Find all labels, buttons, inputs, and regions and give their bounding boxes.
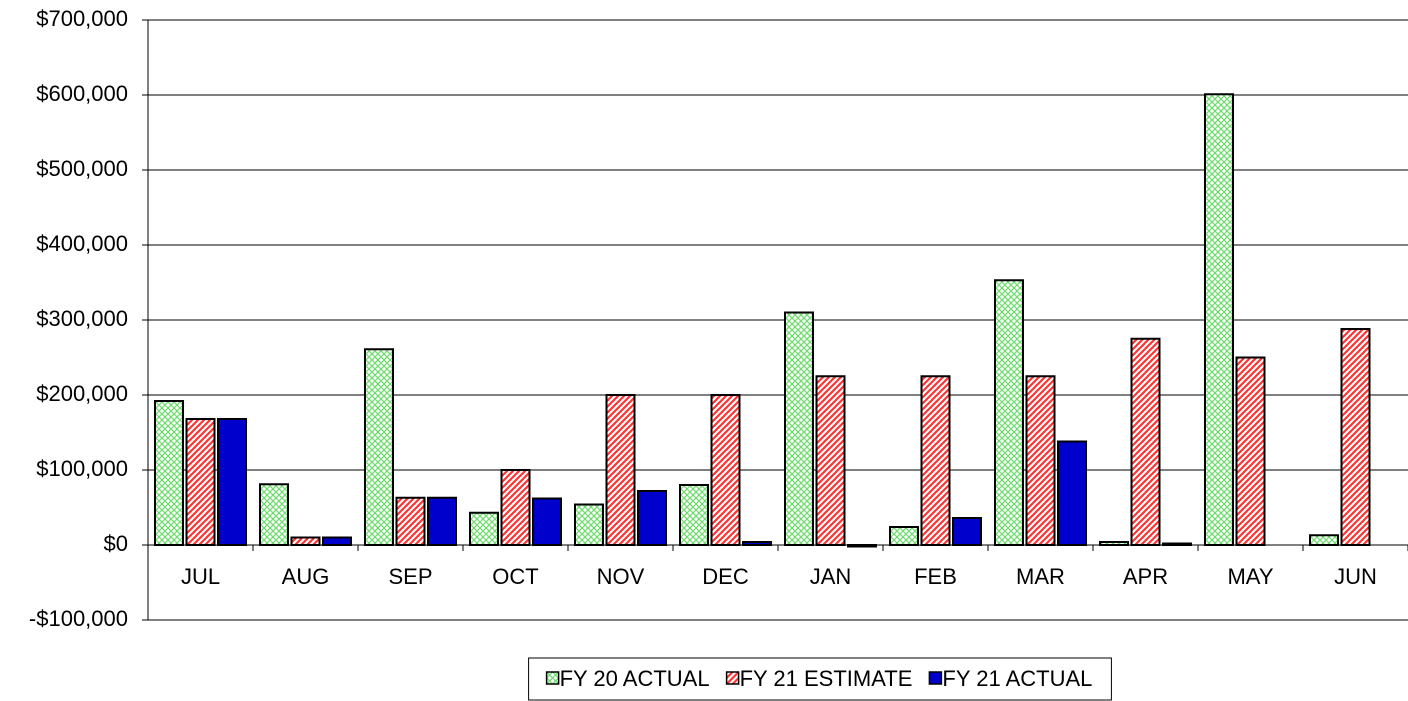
bar: [815, 375, 846, 546]
y-tick-label: $700,000: [36, 6, 128, 31]
legend: FY 20 ACTUAL FY 21 ESTIMATE FY 21 ACTUAL: [528, 657, 1112, 701]
bar: [1204, 93, 1234, 546]
legend-label: FY 20 ACTUAL: [560, 666, 710, 691]
bar: [1235, 356, 1266, 546]
y-tick-label: $500,000: [36, 156, 128, 181]
y-tick-label: $0: [104, 531, 128, 556]
x-tick-label: DEC: [702, 564, 749, 589]
bar: [574, 503, 604, 546]
bar: [605, 394, 636, 546]
y-tick-label: -$100,000: [29, 606, 128, 631]
bar: [290, 536, 321, 546]
bar: [1099, 541, 1129, 546]
bar: [847, 544, 877, 548]
x-tick-label: JUL: [181, 564, 220, 589]
legend-swatch: [545, 671, 560, 685]
bar: [1162, 542, 1192, 546]
bar: [259, 483, 289, 546]
x-tick-label: APR: [1123, 564, 1168, 589]
bar: [322, 536, 352, 546]
bar: [1130, 337, 1161, 546]
bar: [637, 490, 667, 546]
y-tick-label: $400,000: [36, 231, 128, 256]
x-tick-label: FEB: [914, 564, 957, 589]
bar: [185, 418, 216, 546]
bar: [217, 418, 247, 546]
legend-box: [528, 657, 1112, 701]
bar: [154, 400, 184, 546]
bar: [427, 496, 457, 546]
bar: [469, 511, 499, 546]
y-tick-label: $200,000: [36, 381, 128, 406]
bar: [1025, 375, 1056, 546]
y-tick-label: $300,000: [36, 306, 128, 331]
x-tick-label: JUN: [1334, 564, 1377, 589]
bar: [679, 484, 709, 546]
x-tick-label: JAN: [810, 564, 852, 589]
legend-label: FY 21 ACTUAL: [942, 666, 1092, 691]
bar: [500, 469, 531, 546]
bar: [994, 279, 1024, 546]
bar: [395, 496, 426, 546]
bar: [784, 311, 814, 546]
x-tick-label: MAR: [1016, 564, 1065, 589]
bar: [1309, 534, 1339, 546]
x-tick-label: OCT: [492, 564, 538, 589]
bar: [889, 526, 919, 546]
bar: [952, 517, 982, 546]
bar: [532, 497, 562, 546]
legend-label: FY 21 ESTIMATE: [740, 666, 913, 691]
legend-swatch: [725, 671, 740, 685]
x-tick-label: AUG: [282, 564, 330, 589]
bar: [364, 348, 394, 546]
bar: [1057, 440, 1087, 546]
bar: [710, 394, 741, 546]
bar: [742, 541, 772, 546]
bar: [1340, 328, 1371, 546]
x-tick-label: NOV: [597, 564, 645, 589]
y-tick-label: $600,000: [36, 81, 128, 106]
x-tick-label: SEP: [388, 564, 432, 589]
bar: [920, 375, 951, 546]
legend-swatch: [928, 671, 943, 685]
x-tick-label: MAY: [1227, 564, 1273, 589]
y-tick-label: $100,000: [36, 456, 128, 481]
